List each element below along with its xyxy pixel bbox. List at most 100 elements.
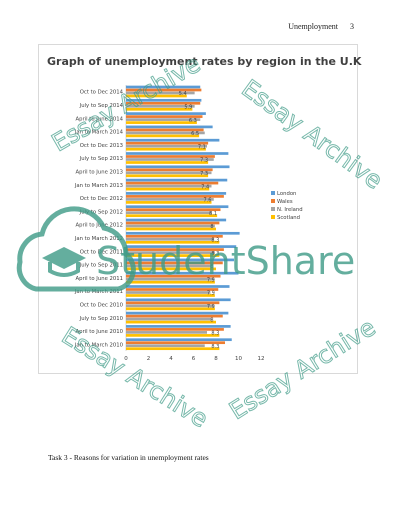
bar (126, 311, 229, 315)
bar (126, 240, 220, 244)
bar (126, 101, 201, 105)
x-tick-label: 10 (235, 356, 242, 362)
chart-frame: Graph of unemployment rates by region in… (38, 44, 361, 374)
y-tick-label: Oct to Dec 2011 (80, 249, 123, 255)
data-label: 8.3 (211, 251, 219, 257)
bar (126, 141, 209, 145)
data-label: 7.4 (201, 184, 209, 190)
legend-swatch (271, 215, 275, 219)
bar (126, 331, 207, 334)
bar (126, 221, 220, 225)
bar (126, 198, 214, 201)
y-tick-label: Oct to Dec 2010 (80, 302, 124, 308)
data-label: 8 (210, 224, 213, 230)
bar-chart: Jan to March 2010 April to June 2010 July … (74, 85, 303, 362)
bar (126, 288, 219, 291)
data-label: 8 (210, 317, 213, 323)
y-tick-label: April to June 2013 (76, 169, 124, 175)
bar (126, 304, 214, 308)
bar (126, 187, 210, 191)
bar (126, 181, 219, 185)
data-label: 7.3 (200, 158, 208, 164)
bar (126, 192, 227, 195)
y-tick-label: Jan to March 2012 (74, 236, 123, 242)
y-tick-label: July to Sep 2010 (79, 316, 124, 322)
x-tick-label: 4 (169, 356, 173, 362)
bar (126, 178, 228, 182)
y-tick-label: April to June 2012 (76, 223, 124, 229)
data-label: 8.3 (211, 344, 219, 350)
bar (126, 138, 220, 142)
y-tick-labels: Jan to March 2010 April to June 2010 July … (74, 90, 124, 349)
y-tick-label: Jan to March 2014 (74, 130, 124, 136)
bar (126, 112, 206, 115)
bar (126, 168, 213, 172)
bar (126, 165, 230, 169)
bar (126, 125, 213, 129)
bar (126, 298, 231, 302)
bar (126, 274, 221, 278)
data-label: 8.3 (211, 237, 219, 243)
bar (126, 91, 195, 95)
bar (126, 115, 203, 118)
bar (126, 184, 212, 188)
y-tick-label: July to Sep 2011 (79, 263, 123, 269)
bar (126, 214, 218, 218)
data-label: 7.6 (204, 198, 212, 204)
y-tick-label: July to Sep 2012 (79, 209, 123, 215)
bar (126, 280, 215, 284)
data-label: 7.3 (200, 171, 208, 177)
y-tick-label: Jan to March 2010 (74, 342, 124, 348)
bar (126, 261, 223, 265)
bar (126, 147, 206, 151)
bar (126, 118, 201, 121)
bar (126, 317, 212, 321)
bar (126, 134, 200, 138)
bar (126, 155, 215, 158)
data-label: 7.9 (207, 277, 215, 283)
bar (126, 234, 223, 238)
bar (126, 267, 216, 271)
bar (126, 161, 209, 164)
bar (126, 251, 215, 254)
bar (126, 144, 207, 148)
bar (126, 291, 211, 294)
y-tick-label: Jan to March 2011 (74, 289, 123, 295)
bar (126, 264, 212, 268)
bar (126, 245, 237, 248)
x-tick-label: 6 (192, 356, 196, 362)
task-heading: Task 3 - Reasons for variation in unempl… (48, 453, 209, 462)
bar (126, 205, 229, 209)
bar (126, 218, 227, 222)
legend-swatch (271, 191, 275, 195)
bar (126, 107, 193, 111)
bar (126, 325, 231, 328)
bar (126, 320, 216, 324)
bar (126, 334, 220, 337)
bar (126, 328, 224, 331)
running-head: Unemployment 3 (278, 22, 354, 31)
bar (126, 341, 225, 345)
x-tick-labels: 0 2 4 6 8 10 12 (124, 356, 264, 362)
legend-label: London (277, 191, 296, 197)
x-tick-label: 2 (147, 356, 151, 362)
data-label: 8 (210, 264, 213, 270)
bar (126, 171, 212, 175)
data-label: 6.3 (189, 118, 197, 124)
bar (126, 271, 239, 275)
bar (126, 248, 224, 251)
y-tick-label: Oct to Dec 2014 (80, 90, 124, 96)
legend-swatch (271, 199, 275, 203)
data-label: 8.1 (209, 211, 217, 217)
x-tick-label: 0 (124, 356, 128, 362)
bar (126, 301, 220, 305)
legend-label: N. Ireland (277, 207, 303, 213)
bar (126, 98, 202, 102)
data-label: 7.1 (198, 144, 206, 150)
y-tick-label: April to June 2011 (76, 276, 124, 282)
bar (126, 104, 195, 108)
bar (126, 224, 215, 228)
y-tick-label: Oct to Dec 2013 (80, 143, 123, 149)
bar (126, 254, 220, 257)
bar (126, 128, 204, 132)
